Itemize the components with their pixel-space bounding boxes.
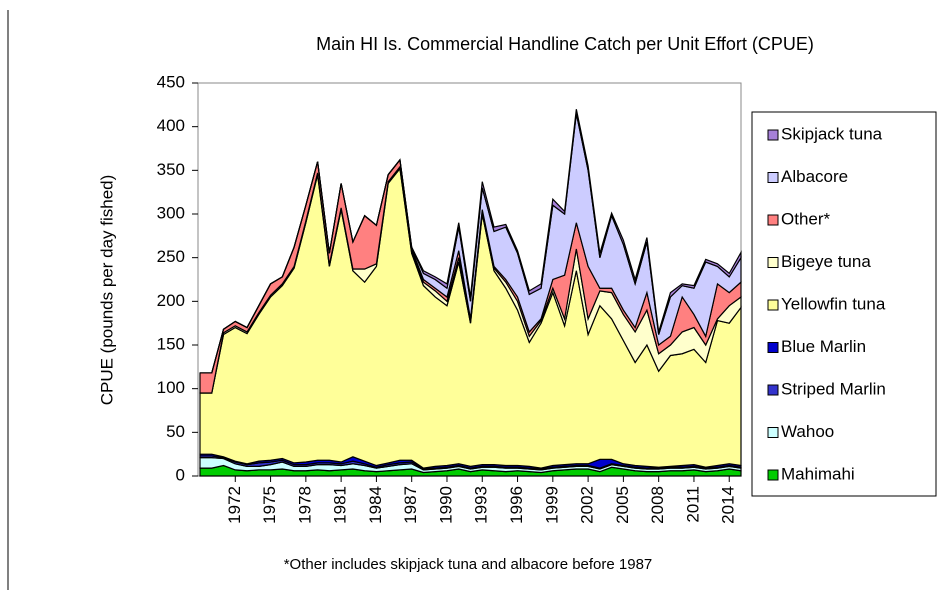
legend-swatch [767, 257, 779, 268]
area [200, 109, 742, 374]
legend-label: Other* [781, 209, 831, 228]
y-tick-label: 400 [157, 116, 185, 135]
x-tick-label: 1975 [260, 486, 279, 524]
y-tick-label: 0 [176, 465, 185, 484]
legend-label: Mahimahi [781, 464, 855, 483]
y-tick-label: 50 [166, 422, 185, 441]
x-tick-label: 1972 [225, 486, 244, 524]
legend-label: Yellowfin tuna [781, 294, 886, 313]
x-tick-label: 2008 [648, 486, 667, 524]
legend-swatch [767, 299, 779, 311]
x-tick-label: 1993 [472, 486, 491, 524]
x-tick-label: 1987 [401, 486, 420, 524]
legend-swatch [767, 172, 779, 183]
y-tick-label: 150 [157, 334, 185, 353]
y-axis-label: CPUE (pounds per day fished) [97, 175, 116, 406]
legend-label: Albacore [781, 167, 848, 186]
legend-label: Striped Marlin [781, 379, 886, 398]
legend-swatch [767, 469, 779, 481]
footnote: *Other includes skipjack tuna and albaco… [284, 556, 653, 573]
y-tick-label: 100 [157, 378, 185, 397]
legend-swatch [767, 427, 779, 438]
legend-label: Skipjack tuna [781, 124, 883, 143]
x-tick-label: 2005 [613, 486, 632, 524]
x-tick-label: 1999 [542, 486, 561, 524]
y-tick-label: 200 [157, 291, 185, 310]
y-tick-label: 250 [157, 247, 185, 266]
legend-label: Bigeye tuna [781, 252, 871, 271]
x-tick-label: 1984 [366, 486, 385, 524]
legend-box [751, 111, 937, 497]
legend-swatch [767, 342, 779, 353]
x-tick-label: 1981 [331, 486, 350, 524]
x-tick-label: 1990 [436, 486, 455, 524]
x-tick-label: 1996 [507, 486, 526, 524]
y-tick-label: 350 [157, 160, 185, 179]
y-tick-label: 300 [157, 203, 185, 222]
legend-swatch [767, 214, 779, 226]
y-tick-label: 450 [157, 72, 185, 91]
legend-swatch [767, 129, 779, 141]
x-tick-label: 2002 [578, 486, 597, 524]
x-tick-label: 2014 [719, 486, 738, 524]
legend-swatch [767, 384, 779, 396]
legend-label: Blue Marlin [781, 337, 866, 356]
x-tick-label: 2011 [683, 486, 702, 523]
x-tick-label: 1978 [295, 486, 314, 524]
legend-label: Wahoo [781, 422, 834, 441]
chart-title: Main HI Is. Commercial Handline Catch pe… [316, 34, 814, 54]
